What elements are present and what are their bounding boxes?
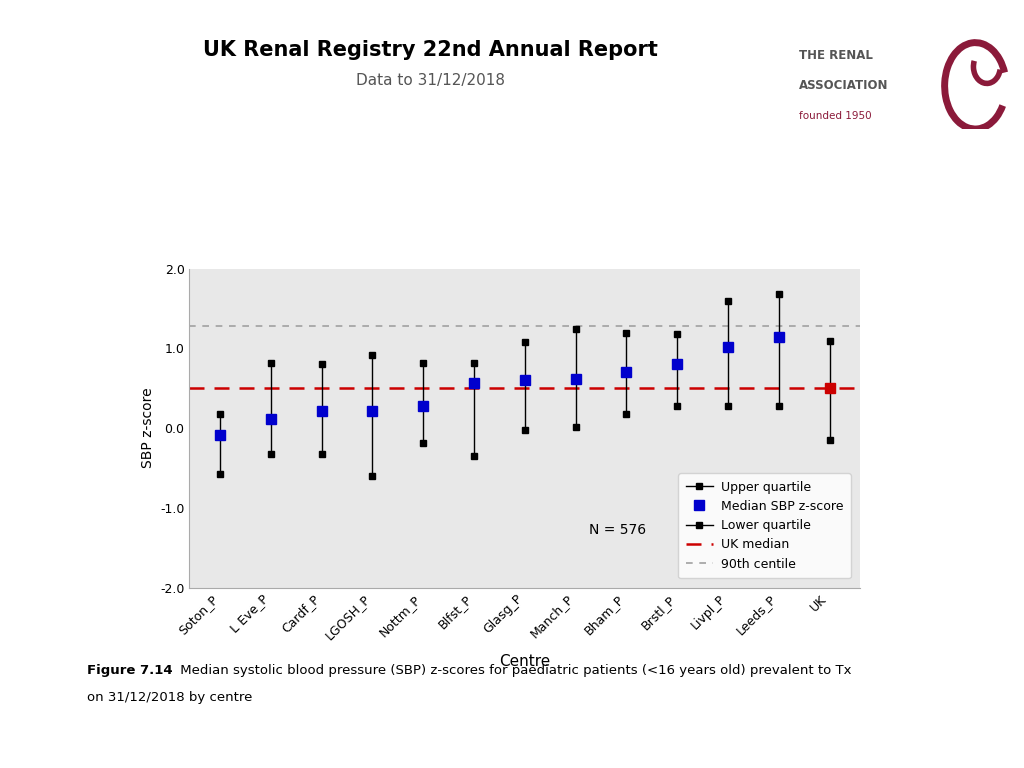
Text: on 31/12/2018 by centre: on 31/12/2018 by centre bbox=[87, 691, 252, 704]
Text: UK Renal Registry 22nd Annual Report: UK Renal Registry 22nd Annual Report bbox=[203, 40, 657, 60]
Text: Figure 7.14: Figure 7.14 bbox=[87, 664, 173, 677]
Text: N = 576: N = 576 bbox=[589, 523, 646, 537]
Legend: Upper quartile, Median SBP z-score, Lower quartile, UK median, 90th centile: Upper quartile, Median SBP z-score, Lowe… bbox=[678, 473, 851, 578]
Y-axis label: SBP z-score: SBP z-score bbox=[140, 388, 155, 468]
Text: Data to 31/12/2018: Data to 31/12/2018 bbox=[355, 73, 505, 88]
Text: Median systolic blood pressure (SBP) z-scores for paediatric patients (<16 years: Median systolic blood pressure (SBP) z-s… bbox=[176, 664, 852, 677]
Text: founded 1950: founded 1950 bbox=[799, 111, 871, 121]
Text: ASSOCIATION: ASSOCIATION bbox=[799, 78, 888, 91]
Text: THE RENAL: THE RENAL bbox=[799, 48, 872, 61]
X-axis label: Centre: Centre bbox=[499, 654, 551, 668]
